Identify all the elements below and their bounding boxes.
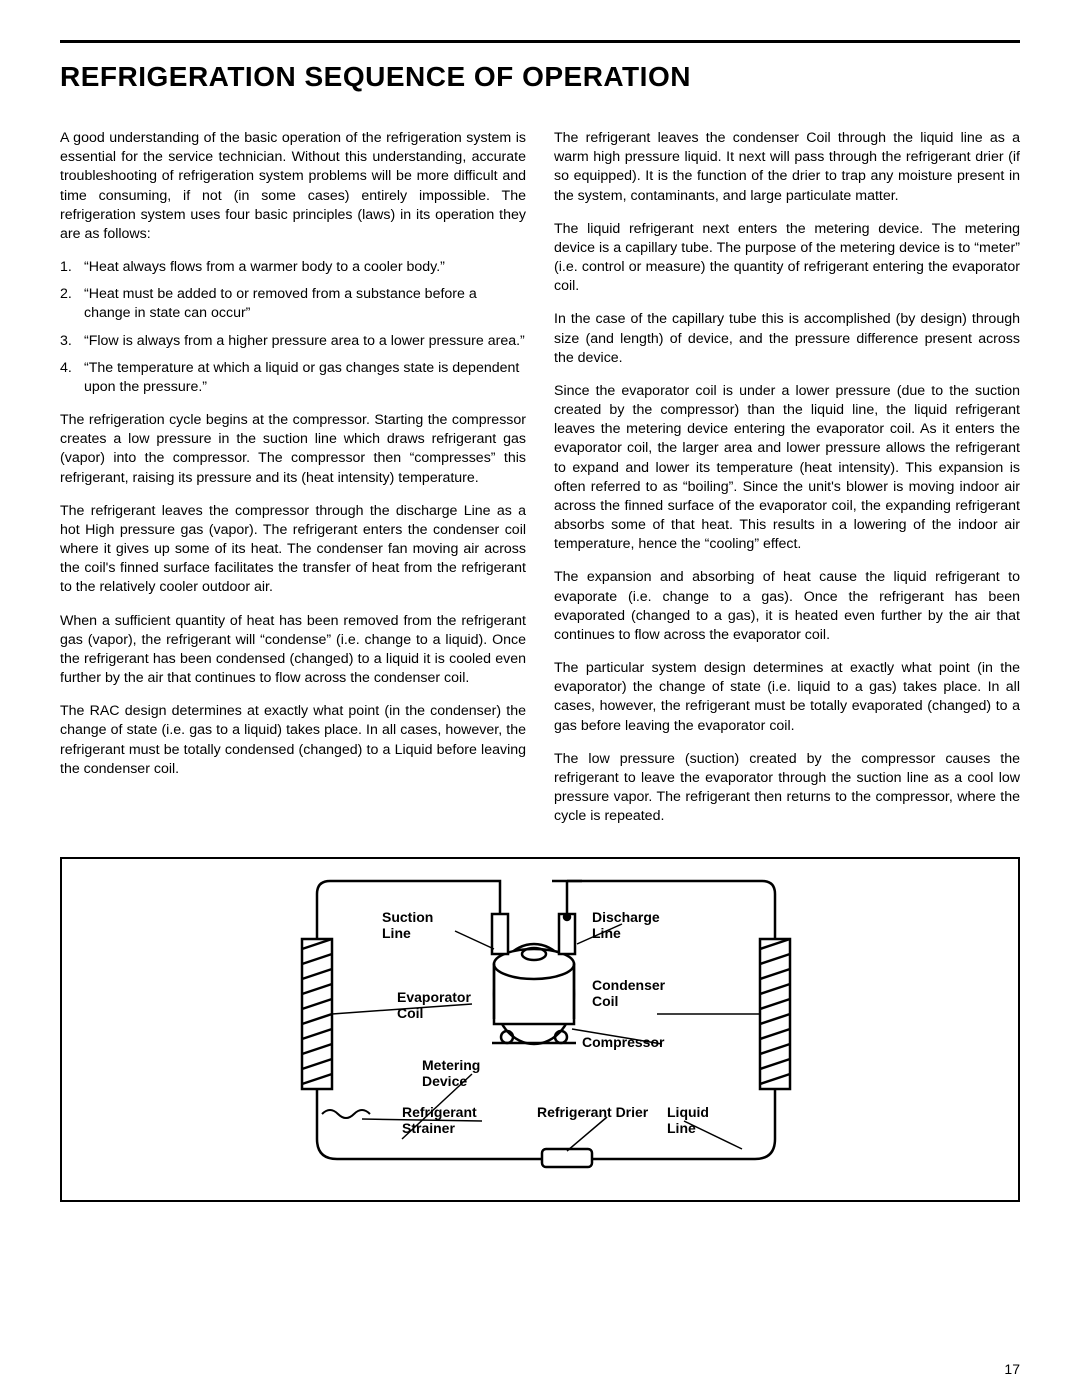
law-num: 1. xyxy=(60,258,84,277)
law-num: 3. xyxy=(60,332,84,351)
body-paragraph: The expansion and absorbing of heat caus… xyxy=(554,568,1020,645)
label-cond: CondenserCoil xyxy=(592,977,665,1009)
law-item: 2.“Heat must be added to or removed from… xyxy=(60,285,526,323)
label-compressor: Compressor xyxy=(582,1034,664,1050)
law-text: “Heat must be added to or removed from a… xyxy=(84,285,526,323)
label-suction: SuctionLine xyxy=(382,909,433,941)
diagram-svg xyxy=(62,859,1018,1200)
body-paragraph: The low pressure (suction) created by th… xyxy=(554,750,1020,827)
body-paragraph: When a sufficient quantity of heat has b… xyxy=(60,612,526,689)
label-discharge: DischargeLine xyxy=(592,909,660,941)
page-title: REFRIGERATION SEQUENCE OF OPERATION xyxy=(60,61,1020,93)
label-liquid: LiquidLine xyxy=(667,1104,709,1136)
law-num: 4. xyxy=(60,359,84,397)
label-evap: EvaporatorCoil xyxy=(397,989,471,1021)
text-columns: A good understanding of the basic operat… xyxy=(60,129,1020,841)
top-rule xyxy=(60,40,1020,43)
body-paragraph: The refrigerant leaves the compressor th… xyxy=(60,502,526,598)
label-drier: Refrigerant Drier xyxy=(537,1104,648,1120)
body-paragraph: In the case of the capillary tube this i… xyxy=(554,310,1020,368)
body-paragraph: The refrigeration cycle begins at the co… xyxy=(60,411,526,488)
law-text: “The temperature at which a liquid or ga… xyxy=(84,359,526,397)
intro-paragraph: A good understanding of the basic operat… xyxy=(60,129,526,244)
label-strainer: RefrigerantStrainer xyxy=(402,1104,477,1136)
label-metering: MeteringDevice xyxy=(422,1057,480,1089)
body-paragraph: Since the evaporator coil is under a low… xyxy=(554,382,1020,555)
law-text: “Flow is always from a higher pressure a… xyxy=(84,332,526,351)
law-num: 2. xyxy=(60,285,84,323)
refrigeration-diagram: SuctionLine DischargeLine EvaporatorCoil… xyxy=(60,857,1020,1202)
law-item: 4.“The temperature at which a liquid or … xyxy=(60,359,526,397)
page-number: 17 xyxy=(1004,1361,1020,1377)
law-item: 3.“Flow is always from a higher pressure… xyxy=(60,332,526,351)
body-paragraph: The liquid refrigerant next enters the m… xyxy=(554,220,1020,297)
right-column: The refrigerant leaves the condenser Coi… xyxy=(554,129,1020,841)
body-paragraph: The particular system design determines … xyxy=(554,659,1020,736)
left-column: A good understanding of the basic operat… xyxy=(60,129,526,841)
laws-list: 1.“Heat always flows from a warmer body … xyxy=(60,258,526,397)
body-paragraph: The RAC design determines at exactly wha… xyxy=(60,702,526,779)
law-text: “Heat always flows from a warmer body to… xyxy=(84,258,526,277)
body-paragraph: The refrigerant leaves the condenser Coi… xyxy=(554,129,1020,206)
law-item: 1.“Heat always flows from a warmer body … xyxy=(60,258,526,277)
